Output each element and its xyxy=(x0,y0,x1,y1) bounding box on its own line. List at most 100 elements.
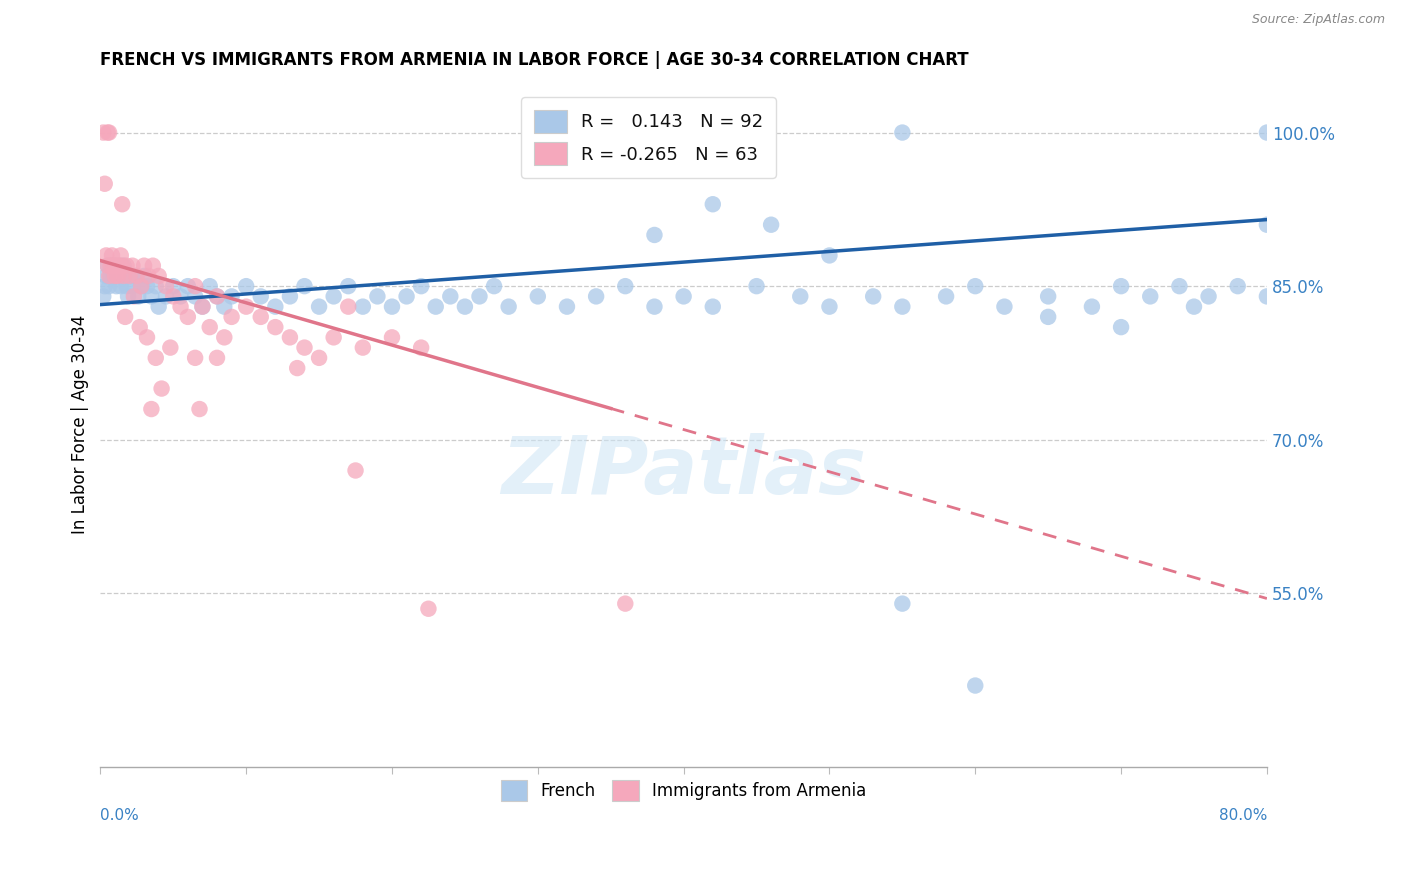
Point xyxy=(145,351,167,365)
Point xyxy=(498,300,520,314)
Point xyxy=(439,289,461,303)
Point xyxy=(278,330,301,344)
Point xyxy=(205,289,228,303)
Point xyxy=(205,289,228,303)
Point xyxy=(264,300,287,314)
Point xyxy=(124,268,146,283)
Point xyxy=(425,300,447,314)
Point xyxy=(411,279,433,293)
Point xyxy=(614,279,637,293)
Point xyxy=(672,289,695,303)
Point xyxy=(148,300,170,314)
Point xyxy=(107,268,129,283)
Point xyxy=(100,259,122,273)
Point xyxy=(198,279,221,293)
Point xyxy=(121,259,143,273)
Point xyxy=(1168,279,1191,293)
Point xyxy=(482,279,505,293)
Point xyxy=(614,597,637,611)
Point xyxy=(454,300,477,314)
Point xyxy=(105,259,128,273)
Point xyxy=(107,268,129,283)
Point xyxy=(129,279,152,293)
Point xyxy=(285,361,308,376)
Point xyxy=(1226,279,1249,293)
Point xyxy=(191,300,214,314)
Point xyxy=(98,126,121,140)
Point xyxy=(411,341,433,355)
Point xyxy=(138,268,160,283)
Point xyxy=(1256,289,1278,303)
Point xyxy=(278,289,301,303)
Point xyxy=(337,279,360,293)
Text: FRENCH VS IMMIGRANTS FROM ARMENIA IN LABOR FORCE | AGE 30-34 CORRELATION CHART: FRENCH VS IMMIGRANTS FROM ARMENIA IN LAB… xyxy=(100,51,969,69)
Point xyxy=(184,289,207,303)
Point xyxy=(366,289,388,303)
Point xyxy=(169,289,191,303)
Point xyxy=(1256,126,1278,140)
Point xyxy=(1198,289,1220,303)
Point xyxy=(98,268,121,283)
Point xyxy=(129,279,152,293)
Point xyxy=(214,300,236,314)
Point xyxy=(1036,310,1059,324)
Point xyxy=(93,177,115,191)
Point xyxy=(112,259,135,273)
Point xyxy=(418,601,440,615)
Point xyxy=(294,341,316,355)
Point xyxy=(105,279,128,293)
Point xyxy=(965,279,987,293)
Point xyxy=(1081,300,1104,314)
Point xyxy=(118,268,141,283)
Point xyxy=(103,268,125,283)
Point xyxy=(177,310,200,324)
Point xyxy=(221,310,243,324)
Point xyxy=(1182,300,1205,314)
Point xyxy=(745,279,768,293)
Point xyxy=(101,248,124,262)
Point xyxy=(1139,289,1161,303)
Point xyxy=(114,310,136,324)
Point xyxy=(585,289,607,303)
Point xyxy=(104,268,127,283)
Point xyxy=(308,300,330,314)
Point xyxy=(97,259,120,273)
Point xyxy=(1109,279,1132,293)
Point xyxy=(115,259,138,273)
Point xyxy=(381,300,404,314)
Point xyxy=(110,279,132,293)
Point xyxy=(264,320,287,334)
Point xyxy=(235,279,257,293)
Point xyxy=(965,679,987,693)
Point xyxy=(322,330,344,344)
Point xyxy=(935,289,957,303)
Text: 80.0%: 80.0% xyxy=(1219,808,1267,823)
Point xyxy=(125,268,148,283)
Point xyxy=(818,248,841,262)
Point xyxy=(468,289,491,303)
Point xyxy=(993,300,1015,314)
Point xyxy=(118,268,141,283)
Point xyxy=(132,259,155,273)
Point xyxy=(177,279,200,293)
Point xyxy=(352,300,374,314)
Point xyxy=(103,259,125,273)
Point xyxy=(159,341,181,355)
Point xyxy=(395,289,418,303)
Point xyxy=(294,279,316,293)
Point xyxy=(169,300,191,314)
Point xyxy=(150,382,173,396)
Point xyxy=(136,279,159,293)
Point xyxy=(97,126,120,140)
Point xyxy=(643,300,665,314)
Point xyxy=(132,268,155,283)
Point xyxy=(862,289,884,303)
Point xyxy=(97,259,120,273)
Point xyxy=(111,259,134,273)
Point xyxy=(191,300,214,314)
Point xyxy=(702,197,724,211)
Point xyxy=(100,268,122,283)
Point xyxy=(115,279,138,293)
Point xyxy=(249,310,271,324)
Point xyxy=(891,300,914,314)
